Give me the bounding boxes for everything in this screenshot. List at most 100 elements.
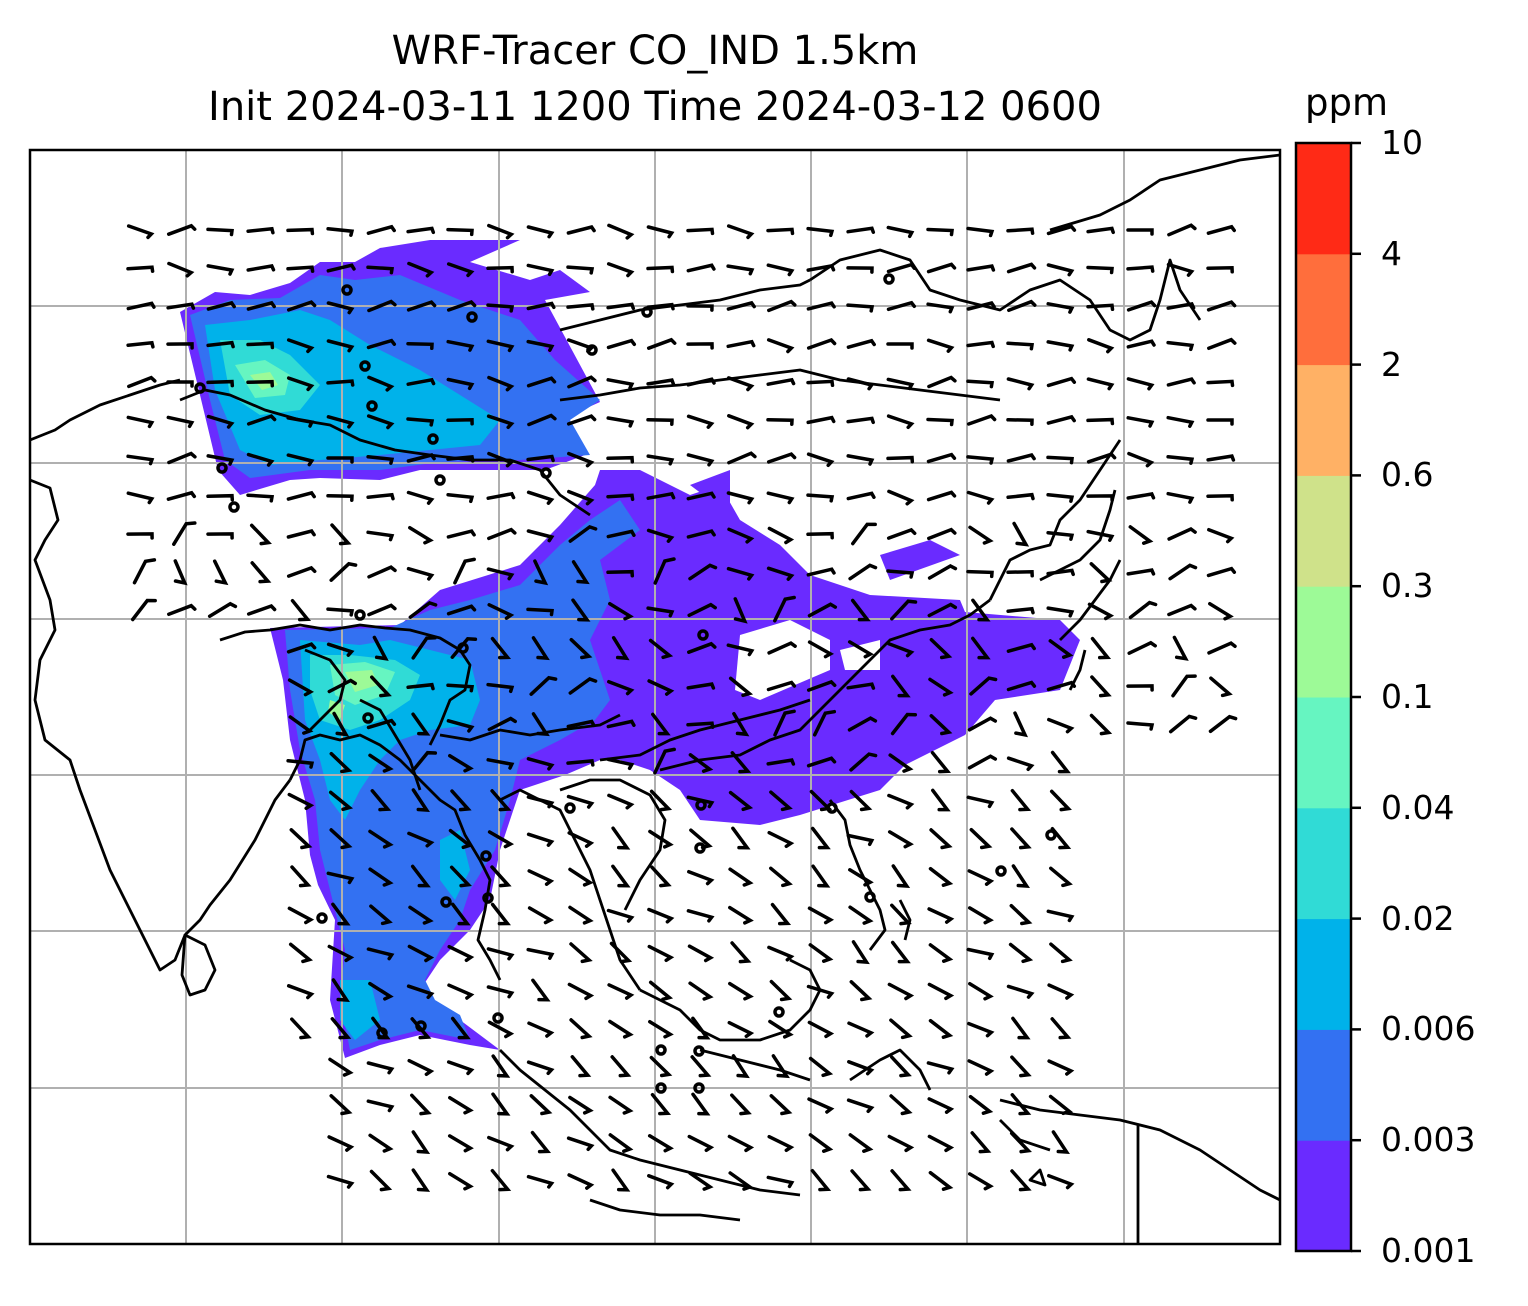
wind-barb — [206, 340, 235, 349]
wind-barb — [326, 339, 355, 353]
wind-barb — [650, 865, 672, 888]
wind-barb — [890, 1055, 912, 1078]
wind-barb — [847, 716, 878, 732]
wind-barb — [126, 224, 155, 240]
colorbar-swatch — [1296, 807, 1351, 920]
wind-barb — [1090, 675, 1112, 698]
wind-barb — [649, 789, 673, 812]
wind-barb — [1208, 714, 1238, 734]
wind-barb — [969, 827, 993, 850]
wind-barb — [846, 682, 876, 690]
wind-barb — [1046, 493, 1075, 503]
wind-barb — [646, 418, 674, 426]
wind-barb — [688, 563, 718, 581]
wind-barb — [568, 524, 598, 543]
wind-barb — [931, 788, 951, 812]
wind-barb — [806, 756, 837, 768]
wind-barb — [1086, 494, 1114, 502]
wind-barb — [487, 1020, 515, 1039]
wind-barb — [648, 829, 674, 849]
wind-barb — [446, 418, 474, 426]
wind-barb — [531, 636, 550, 661]
wind-barb — [207, 601, 238, 618]
wind-barb — [727, 414, 755, 430]
wind-barb — [1046, 530, 1075, 541]
wind-barb — [611, 864, 631, 888]
wind-barb — [450, 1016, 471, 1040]
wind-barb — [569, 1018, 593, 1040]
wind-barb — [686, 529, 716, 539]
wind-barb — [928, 866, 954, 887]
wind-barb — [807, 906, 835, 925]
wind-barb — [286, 300, 317, 312]
wind-barb — [1046, 302, 1075, 314]
wind-barb — [566, 225, 596, 235]
wind-barb — [533, 559, 549, 586]
colorbar-swatch — [1296, 1140, 1351, 1252]
wind-barb — [773, 709, 796, 737]
wind-barb — [246, 341, 275, 350]
wind-barb — [926, 302, 955, 314]
wind-barb — [806, 531, 834, 540]
wind-barb — [886, 300, 917, 312]
wind-barb — [448, 1095, 474, 1115]
wind-barb — [847, 1060, 875, 1076]
wind-barb — [286, 265, 315, 273]
wind-barb — [890, 940, 911, 964]
wind-barb — [767, 641, 797, 655]
wind-barb — [806, 493, 835, 503]
wind-barb — [411, 1168, 431, 1192]
wind-barb — [487, 716, 517, 732]
wind-barb — [928, 677, 954, 697]
wind-barb — [1011, 1016, 1031, 1040]
wind-barb — [290, 865, 312, 888]
wind-barb — [889, 1094, 913, 1116]
wind-barb — [646, 302, 675, 311]
wind-barb — [246, 264, 276, 272]
wind-barb — [449, 865, 472, 888]
wind-barb — [331, 978, 350, 1002]
wind-barb — [1172, 635, 1189, 661]
wind-barb — [608, 601, 634, 621]
wind-barb — [646, 491, 676, 500]
wind-barb — [730, 1093, 752, 1116]
wind-barb — [966, 455, 995, 465]
wind-barb — [849, 789, 873, 812]
wind-barb — [1166, 301, 1196, 310]
wind-barb — [646, 265, 675, 274]
wind-barb — [806, 984, 835, 999]
wind-barb — [411, 712, 431, 736]
wind-barb — [526, 757, 555, 771]
wind-barb — [606, 493, 635, 502]
wind-barb — [166, 342, 194, 350]
wind-barb — [286, 984, 315, 1000]
wind-barb — [653, 557, 676, 585]
wind-barb — [446, 492, 475, 504]
wind-barb — [927, 1097, 955, 1114]
wind-barb — [446, 377, 475, 391]
wind-barb — [1206, 224, 1236, 235]
wind-barb — [653, 747, 676, 775]
wind-barb — [326, 263, 356, 273]
wind-barb — [451, 902, 471, 926]
wind-barb — [1206, 454, 1236, 462]
wind-barb — [1206, 566, 1237, 578]
wind-barb — [1126, 492, 1156, 500]
wind-barb — [848, 905, 874, 925]
wind-barb — [287, 906, 315, 925]
wind-barb — [1126, 339, 1156, 349]
wind-barb — [1010, 827, 1032, 850]
wind-barb — [327, 678, 357, 694]
wind-barb — [246, 493, 275, 503]
wind-barb — [727, 1134, 755, 1153]
wind-barb — [167, 261, 195, 278]
wind-barb — [408, 905, 434, 925]
wind-barb — [926, 417, 954, 427]
wind-barb — [206, 414, 235, 429]
wind-barb — [966, 413, 997, 426]
wind-barb — [1126, 721, 1155, 731]
wind-barb — [1126, 684, 1154, 692]
wind-barb — [206, 227, 234, 237]
wind-barb — [726, 264, 755, 276]
wind-barb — [1006, 606, 1035, 615]
